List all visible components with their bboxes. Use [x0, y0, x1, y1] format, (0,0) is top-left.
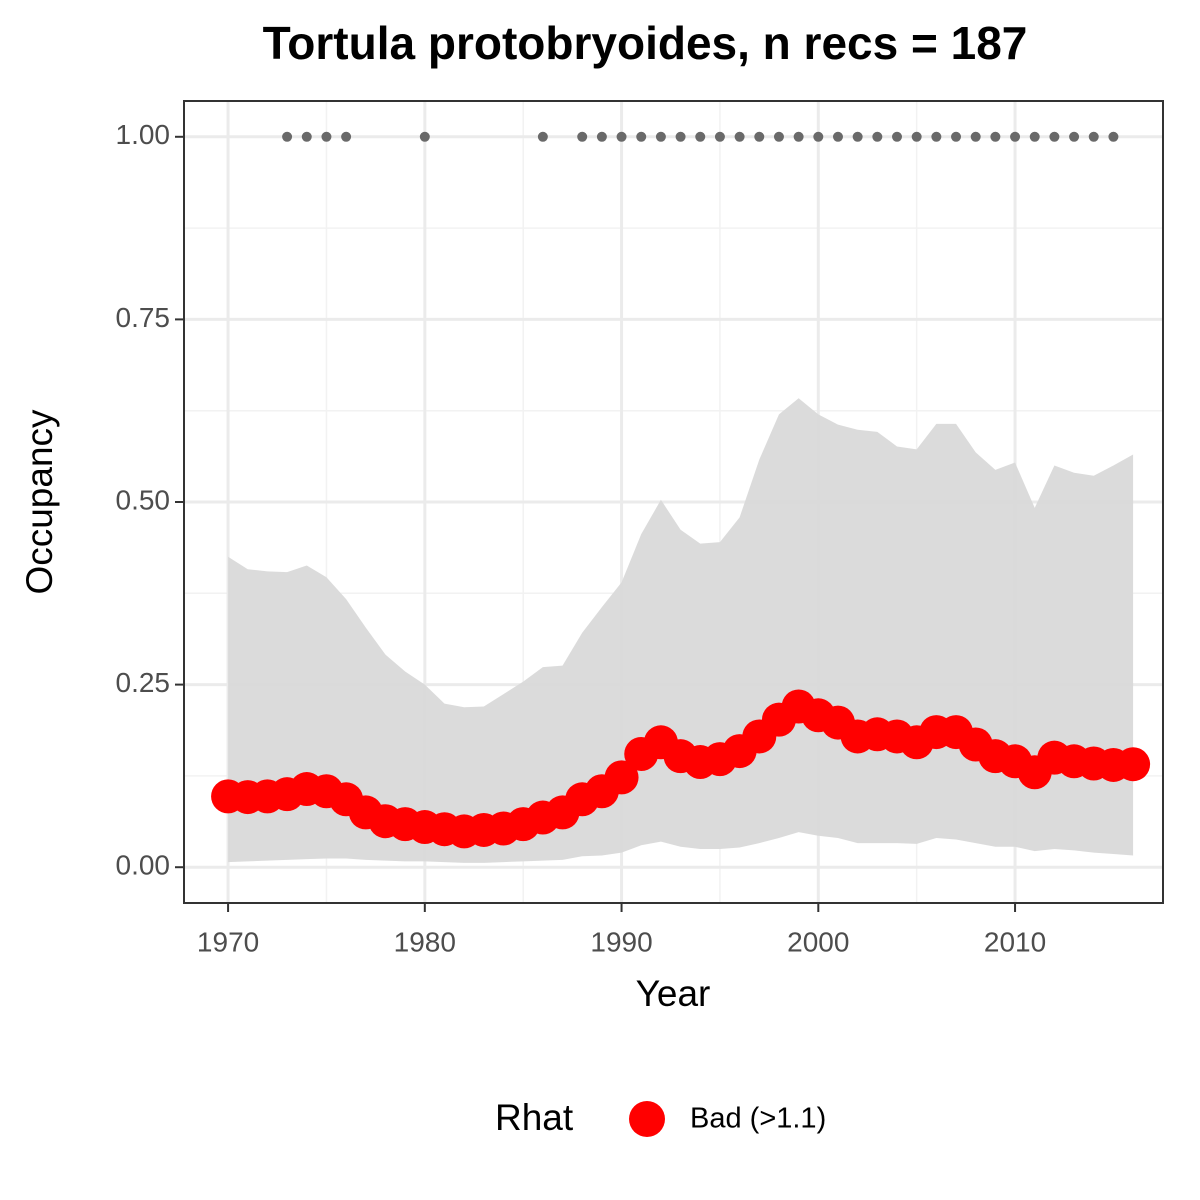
chart-title: Tortula protobryoides, n recs = 187	[263, 17, 1028, 69]
x-tick-label: 1980	[394, 926, 456, 957]
x-axis-title: Year	[636, 973, 711, 1014]
detection-point	[1108, 131, 1119, 142]
legend-title: Rhat	[495, 1097, 574, 1138]
x-tick-label: 2010	[984, 926, 1046, 957]
detection-point	[321, 131, 332, 142]
detection-point	[892, 131, 903, 142]
detection-point	[1049, 131, 1060, 142]
detection-point	[990, 131, 1001, 142]
detection-point	[419, 131, 430, 142]
series-point	[604, 760, 639, 795]
y-tick-label: 0.75	[116, 302, 171, 333]
detection-point	[1088, 131, 1099, 142]
detection-point	[832, 131, 843, 142]
detection-point	[911, 131, 922, 142]
detection-point	[931, 131, 942, 142]
detection-point	[675, 131, 686, 142]
y-tick-label: 0.25	[116, 667, 171, 698]
detection-point	[793, 131, 804, 142]
detection-point	[813, 131, 824, 142]
detection-point	[773, 131, 784, 142]
y-tick-label: 0.00	[116, 850, 171, 881]
plot-border	[183, 100, 1164, 904]
x-tick-label: 1970	[197, 926, 259, 957]
legend-marker	[629, 1101, 665, 1137]
detection-point	[577, 131, 588, 142]
y-tick-label: 0.50	[116, 484, 171, 515]
detection-point	[970, 131, 981, 142]
detection-point	[1029, 131, 1040, 142]
detection-point	[655, 131, 666, 142]
detection-point	[852, 131, 863, 142]
x-tick-label: 2000	[787, 926, 849, 957]
detection-point	[734, 131, 745, 142]
detection-point	[341, 131, 352, 142]
detection-point	[537, 131, 548, 142]
x-tick-label: 1990	[590, 926, 652, 957]
y-tick-label: 1.00	[116, 119, 171, 150]
detection-point	[714, 131, 725, 142]
series-point	[1116, 747, 1151, 782]
detection-point	[616, 131, 627, 142]
plot-area	[184, 101, 1163, 903]
detection-point	[695, 131, 706, 142]
detection-point	[951, 131, 962, 142]
detection-point	[282, 131, 293, 142]
detection-point	[1069, 131, 1080, 142]
y-axis-title: Occupancy	[19, 409, 60, 595]
detection-point	[636, 131, 647, 142]
detection-point	[301, 131, 312, 142]
detection-point	[754, 131, 765, 142]
legend-label: Bad (>1.1)	[690, 1103, 826, 1135]
detection-point	[596, 131, 607, 142]
detection-point	[872, 131, 883, 142]
detection-point	[1010, 131, 1021, 142]
